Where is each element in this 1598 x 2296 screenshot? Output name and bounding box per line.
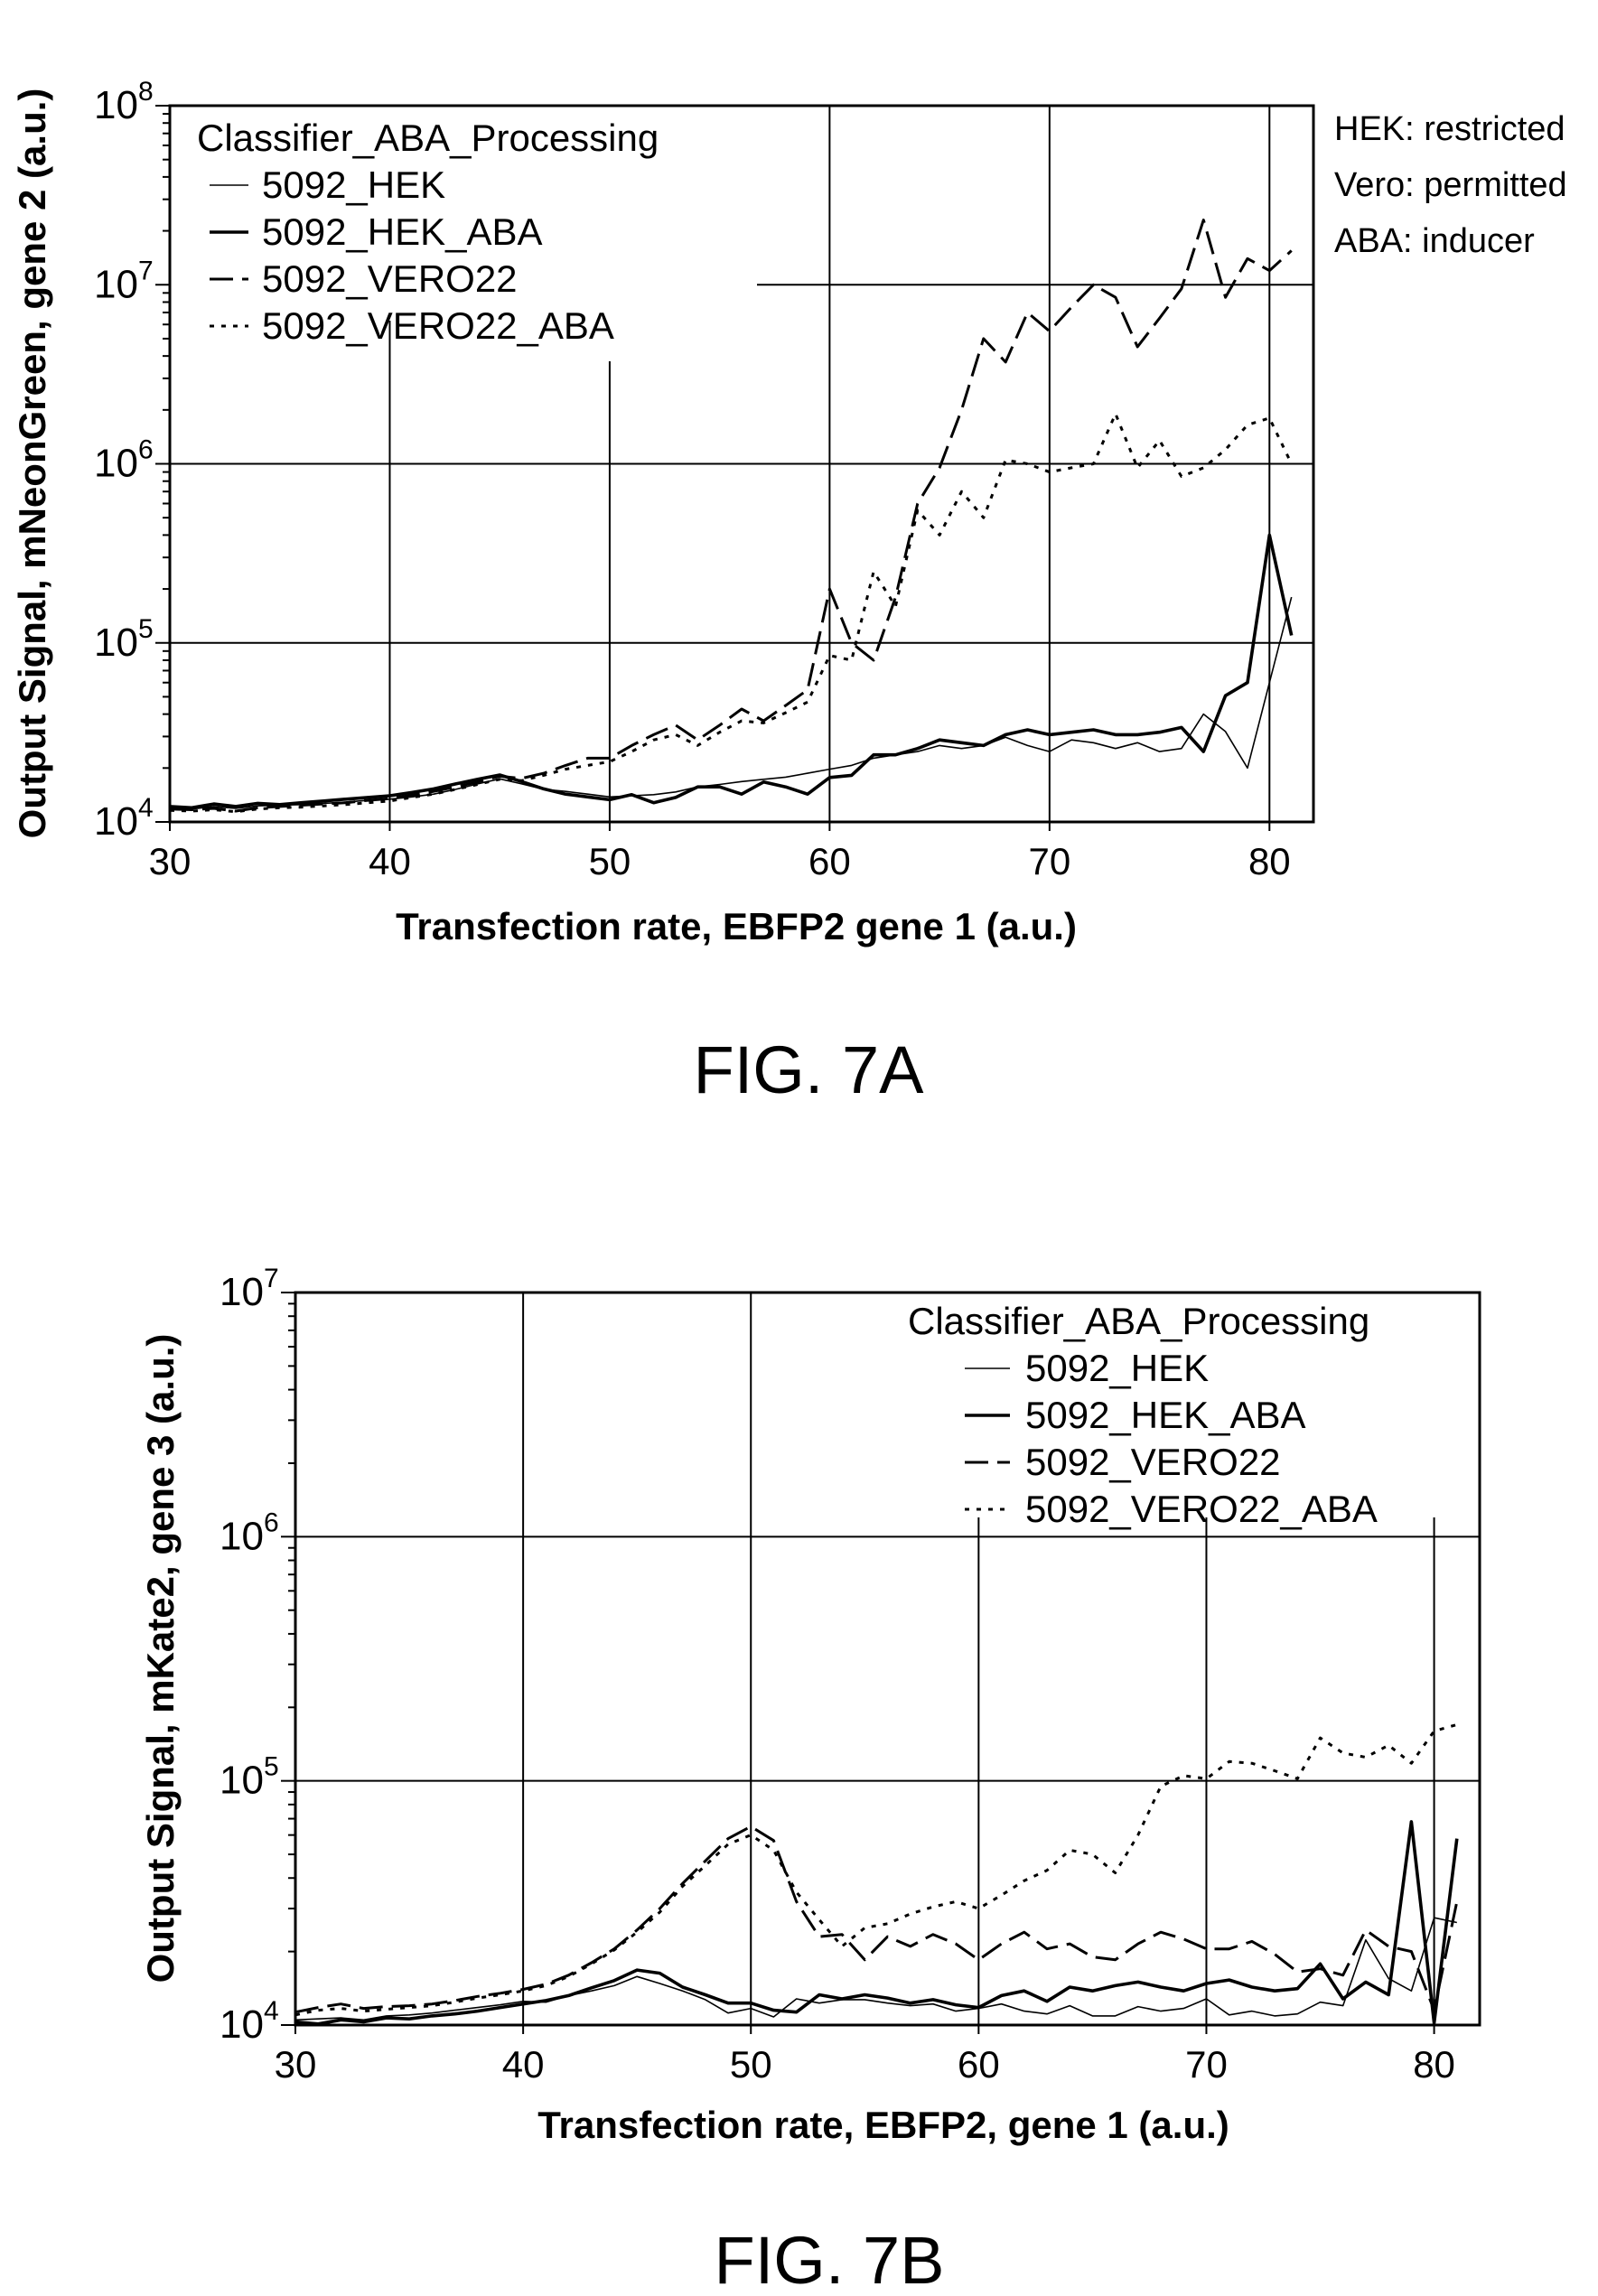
figure-label: FIG. 7B: [715, 2223, 945, 2296]
y-tick-exponent: 4: [138, 793, 154, 823]
gridlines: [295, 1293, 1480, 2025]
annotation-note: Vero: permitted: [1334, 166, 1567, 204]
legend-entry: 5092_HEK_ABA: [262, 210, 543, 253]
series-line-5092-hek: [169, 596, 1293, 810]
legend-title: Classifier_ABA_Processing: [197, 117, 659, 159]
figure-label: FIG. 7A: [694, 1032, 925, 1107]
x-axis-label: Transfection rate, EBFP2, gene 1 (a.u.): [537, 2104, 1229, 2146]
plot-frame: [294, 1291, 1481, 2027]
y-tick-label: 106: [94, 435, 154, 486]
x-tick-label: 60: [958, 2043, 1000, 2086]
y-tick-exponent: 6: [264, 1507, 279, 1537]
series-line-5092-hek-aba: [294, 1820, 1459, 2026]
x-tick-label: 50: [730, 2043, 772, 2086]
x-tick-label: 60: [808, 840, 851, 882]
y-tick-exponent: 7: [264, 1264, 279, 1293]
x-tick-label: 30: [275, 2043, 317, 2086]
series-line-5092-hek: [294, 1917, 1457, 2021]
y-tick-label: 104: [220, 1996, 279, 2047]
series-line-5092-hek-aba: [169, 533, 1294, 810]
legend-entry: 5092_VERO22: [262, 257, 518, 300]
y-tick-exponent: 6: [138, 435, 154, 465]
legend-entry: 5092_VERO22: [1025, 1441, 1281, 1483]
x-tick-label: 40: [502, 2043, 545, 2086]
x-tick-label: 80: [1248, 840, 1291, 882]
data-series: [294, 1722, 1459, 2026]
y-tick-exponent: 7: [138, 256, 154, 285]
x-tick-label: 40: [369, 840, 411, 882]
y-tick-exponent: 5: [264, 1752, 279, 1782]
series-line-5092-vero22-aba: [294, 1722, 1458, 2017]
gridlines: [170, 106, 1313, 822]
y-tick-label: 104: [94, 793, 154, 844]
y-tick-label: 105: [220, 1752, 279, 1803]
annotation-note: HEK: restricted: [1334, 110, 1565, 148]
y-axis-ticks: 104 105 106 107 108: [94, 77, 170, 844]
x-tick-label: 70: [1185, 2043, 1228, 2086]
y-tick-label: 107: [220, 1264, 279, 1314]
x-tick-label: 80: [1413, 2043, 1455, 2086]
x-axis-ticks: 30 40 50 60 70 80: [149, 822, 1291, 882]
legend-entry: 5092_HEK: [1025, 1347, 1209, 1389]
y-tick-label: 106: [220, 1507, 279, 1558]
legend-entry: 5092_VERO22_ABA: [262, 304, 614, 347]
x-axis-ticks: 30 40 50 60 70 80: [275, 2025, 1455, 2086]
legend-entry: 5092_HEK: [262, 163, 445, 206]
y-tick-label: 105: [94, 614, 154, 665]
series-line-5092-vero22-aba: [169, 412, 1294, 814]
series-line-5092-vero22: [169, 219, 1293, 813]
legend: Classifier_ABA_Processing5092_HEK5092_HE…: [197, 117, 659, 347]
y-tick-label: 107: [94, 256, 154, 306]
y-axis-ticks: 104 105 106 107: [220, 1264, 295, 2047]
chart-fig-7b: 30 40 50 60 70 80 104 105 106 107 Transfection rat…: [139, 1264, 1481, 2296]
y-tick-label: 108: [94, 77, 154, 127]
annotation-note: ABA: inducer: [1334, 222, 1535, 260]
y-tick-exponent: 5: [138, 614, 154, 644]
y-tick-exponent: 8: [138, 77, 154, 107]
data-series: [169, 219, 1294, 814]
x-axis-label: Transfection rate, EBFP2 gene 1 (a.u.): [396, 905, 1077, 947]
x-tick-label: 70: [1028, 840, 1070, 882]
legend-entry: 5092_VERO22_ABA: [1025, 1488, 1378, 1530]
annotation-notes: HEK: restricted Vero: permitted ABA: induc…: [1334, 110, 1567, 260]
legend: Classifier_ABA_Processing 5092_HEK 5092_HE…: [908, 1300, 1378, 1530]
y-axis-label: Output Signal, mNeonGreen, gene 2 (a.u.): [11, 89, 53, 839]
y-tick-exponent: 4: [264, 1996, 279, 2026]
x-tick-label: 50: [589, 840, 631, 882]
chart-fig-7a: 30 40 50 60 70 80 104 105 106 107 108 Transfection …: [11, 77, 1567, 1107]
y-axis-label: Output Signal, mKate2, gene 3 (a.u.): [139, 1334, 182, 1983]
legend-entry: 5092_HEK_ABA: [1025, 1394, 1306, 1436]
legend-title: Classifier_ABA_Processing: [908, 1300, 1369, 1342]
series-line-5092-vero22: [294, 1825, 1459, 2014]
x-tick-label: 30: [149, 840, 192, 882]
